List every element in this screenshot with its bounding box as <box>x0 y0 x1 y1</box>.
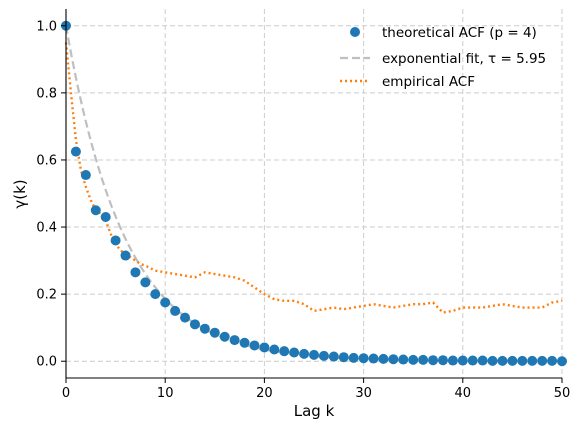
theoretical-point-46 <box>517 356 527 366</box>
theoretical-point-19 <box>249 340 259 350</box>
y-axis-label: γ(k) <box>11 179 29 208</box>
theoretical-point-30 <box>359 353 369 363</box>
theoretical-point-50 <box>557 356 567 366</box>
theoretical-point-27 <box>329 352 339 362</box>
theoretical-point-35 <box>408 355 418 365</box>
theoretical-point-18 <box>240 338 250 348</box>
theoretical-point-44 <box>497 356 507 366</box>
theoretical-point-2 <box>81 170 91 180</box>
theoretical-point-36 <box>418 355 428 365</box>
y-tick-label-1: 0.2 <box>36 288 57 303</box>
theoretical-point-6 <box>121 251 131 261</box>
theoretical-point-3 <box>91 205 101 215</box>
theoretical-point-15 <box>210 328 220 338</box>
theoretical-point-21 <box>269 344 279 354</box>
theoretical-point-37 <box>428 355 438 365</box>
theoretical-point-1 <box>71 147 81 157</box>
x-tick-label-2: 20 <box>256 386 273 401</box>
y-tick-label-4: 0.8 <box>36 86 57 101</box>
legend-marker-theoretical <box>350 27 360 37</box>
theoretical-point-45 <box>507 356 517 366</box>
theoretical-point-20 <box>259 342 269 352</box>
legend-label-exponential: exponential fit, τ = 5.95 <box>382 51 546 67</box>
theoretical-point-29 <box>349 353 359 363</box>
y-tick-label-5: 1.0 <box>36 19 57 34</box>
theoretical-point-48 <box>537 356 547 366</box>
theoretical-point-12 <box>180 313 190 323</box>
theoretical-point-10 <box>160 298 170 308</box>
x-ticks: 0 10 20 30 40 50 <box>62 378 570 401</box>
theoretical-point-38 <box>438 355 448 365</box>
theoretical-point-5 <box>111 235 121 245</box>
theoretical-point-42 <box>478 356 488 366</box>
theoretical-point-4 <box>101 212 111 222</box>
theoretical-point-25 <box>309 350 319 360</box>
theoretical-point-11 <box>170 306 180 316</box>
x-tick-label-3: 30 <box>355 386 372 401</box>
theoretical-point-24 <box>299 349 309 359</box>
x-tick-label-1: 10 <box>157 386 174 401</box>
legend-label-empirical: empirical ACF <box>382 74 475 90</box>
x-axis-label: Lag k <box>294 402 335 420</box>
theoretical-point-32 <box>378 354 388 364</box>
theoretical-point-13 <box>190 319 200 329</box>
theoretical-point-9 <box>150 289 160 299</box>
y-tick-label-0: 0.0 <box>36 355 57 370</box>
theoretical-point-47 <box>527 356 537 366</box>
theoretical-point-7 <box>130 267 140 277</box>
theoretical-point-34 <box>398 355 408 365</box>
theoretical-point-33 <box>388 354 398 364</box>
y-tick-label-3: 0.6 <box>36 153 57 168</box>
theoretical-point-49 <box>547 356 557 366</box>
y-ticks: 0.0 0.2 0.4 0.6 0.8 1.0 <box>36 19 66 369</box>
series-exponential-fit-line <box>66 26 562 361</box>
theoretical-point-40 <box>458 356 468 366</box>
plot-area <box>61 21 567 366</box>
legend-label-theoretical: theoretical ACF (p = 4) <box>382 25 537 41</box>
theoretical-point-41 <box>468 356 478 366</box>
theoretical-point-31 <box>369 354 379 364</box>
theoretical-point-8 <box>140 277 150 287</box>
theoretical-point-17 <box>230 335 240 345</box>
y-tick-label-2: 0.4 <box>36 221 57 236</box>
theoretical-point-23 <box>289 348 299 358</box>
theoretical-point-22 <box>279 346 289 356</box>
theoretical-point-16 <box>220 332 230 342</box>
x-tick-label-4: 40 <box>455 386 472 401</box>
theoretical-point-14 <box>200 324 210 334</box>
theoretical-point-39 <box>448 356 458 366</box>
theoretical-point-26 <box>319 351 329 361</box>
theoretical-point-43 <box>488 356 498 366</box>
theoretical-point-28 <box>339 352 349 362</box>
x-tick-label-0: 0 <box>62 386 70 401</box>
legend: theoretical ACF (p = 4) exponential fit,… <box>340 25 546 90</box>
x-tick-label-5: 50 <box>554 386 571 401</box>
